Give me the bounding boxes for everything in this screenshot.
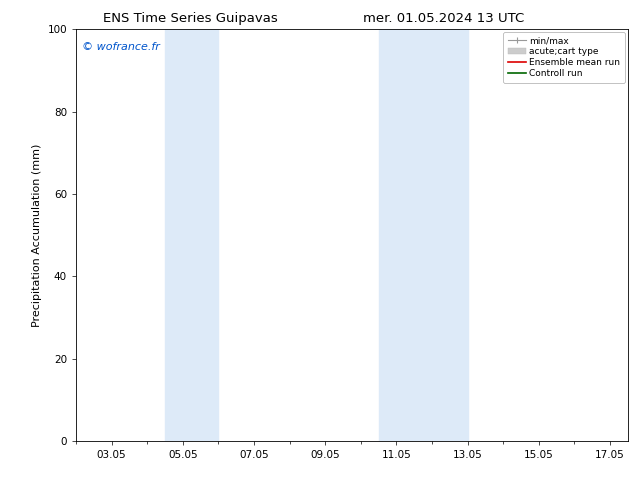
Legend: min/max, acute;cart type, Ensemble mean run, Controll run: min/max, acute;cart type, Ensemble mean … [503,32,625,82]
Text: © wofrance.fr: © wofrance.fr [82,42,160,52]
Text: ENS Time Series Guipavas: ENS Time Series Guipavas [103,12,278,25]
Bar [378,29,467,441]
Y-axis label: Precipitation Accumulation (mm): Precipitation Accumulation (mm) [32,144,42,327]
Bar [165,29,219,441]
Text: mer. 01.05.2024 13 UTC: mer. 01.05.2024 13 UTC [363,12,524,25]
